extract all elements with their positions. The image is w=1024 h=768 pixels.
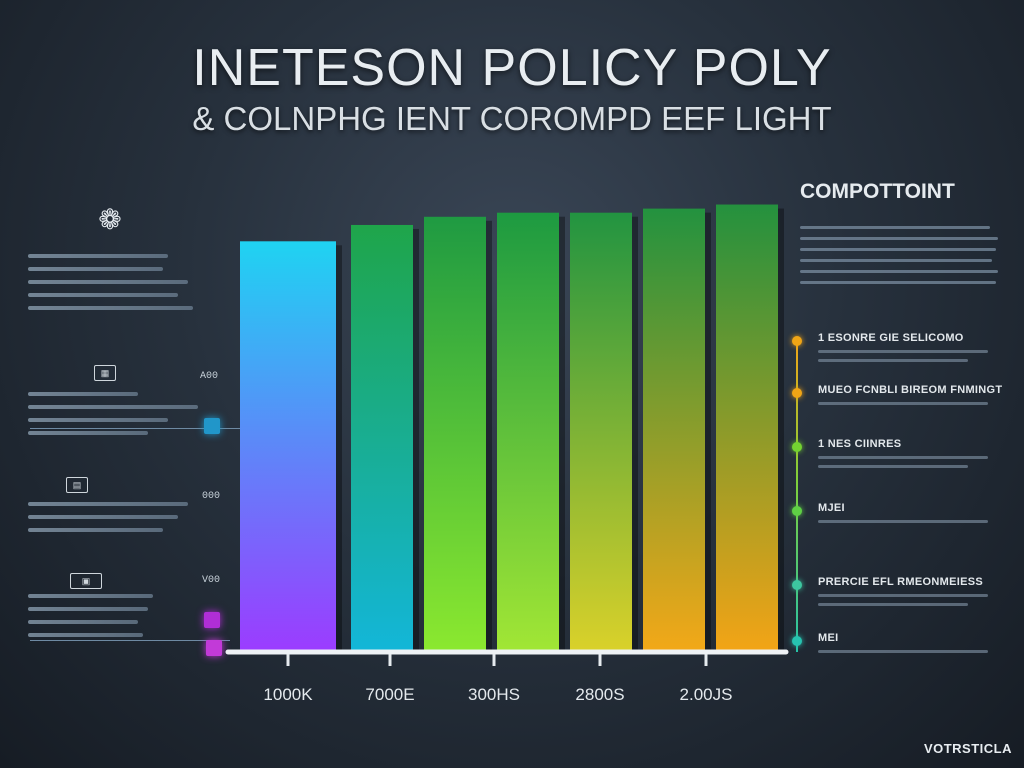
bar-side-6 — [705, 212, 711, 650]
left-text-block-3 — [22, 493, 222, 532]
timeline-item-5: PRERCIE EFL RMEONMEIESS — [818, 576, 1003, 606]
document-icon: ▤ — [66, 477, 88, 493]
connector-line-1 — [30, 428, 240, 429]
x-tick-label-5: 2.00JS — [680, 685, 733, 704]
timeline-dot-2 — [792, 388, 802, 398]
left-label-3: V00 — [202, 575, 221, 586]
timeline-dot-5 — [792, 580, 802, 590]
timeline-dot-1 — [792, 336, 802, 346]
node-square-3 — [206, 640, 222, 656]
left-text-block-4 — [22, 585, 222, 637]
connector-line-2 — [30, 640, 230, 641]
bar-2 — [351, 224, 413, 650]
timeline-item-1: 1 ESONRE GIE SELICOMO — [818, 332, 1003, 362]
chart-subtitle: & COLNPHG IENT COROMPD EEF LIGHT — [192, 100, 832, 137]
bar-3 — [424, 216, 486, 651]
timeline-item-title: PRERCIE EFL RMEONMEIESS — [818, 576, 983, 588]
timeline-item-title: MJEI — [818, 502, 845, 514]
timeline-line — [796, 340, 798, 652]
bar-4 — [497, 212, 559, 650]
right-panel-heading: COMPOTTOINT — [800, 180, 955, 203]
chart-title: INETESON POLICY POLY — [192, 39, 832, 97]
right-info-panel: COMPOTTOINT 1 ESONRE GIE SELICOMO MUEO FC… — [792, 180, 1005, 700]
left-text-block-2 — [22, 383, 222, 435]
timeline-item-4: MJEI — [818, 502, 1003, 523]
bar-5 — [570, 212, 632, 650]
node-square-1 — [204, 418, 220, 434]
bar-side-5 — [632, 216, 638, 650]
x-tick-label-4: 2800S — [575, 685, 624, 704]
leaf-icon: ❁ — [98, 204, 122, 235]
bar-6 — [643, 208, 705, 650]
bar-side-3 — [486, 220, 492, 651]
bar-1 — [240, 241, 336, 650]
timeline-dot-3 — [792, 442, 802, 452]
x-tick-label-2: 7000E — [365, 685, 414, 704]
timeline-dot-4 — [792, 506, 802, 516]
bar-side-7 — [778, 208, 784, 651]
timeline-item-title: 1 ESONRE GIE SELICOMO — [818, 332, 964, 344]
bar-side-4 — [559, 216, 565, 650]
left-label-2: 000 — [202, 491, 221, 502]
left-text-block-1 — [22, 245, 222, 310]
bar-side-1 — [336, 245, 342, 650]
right-text-block — [800, 218, 1000, 284]
timeline-item-2: MUEO FCNBLI BIREOM FNMINGT — [818, 384, 1003, 405]
left-label-1: A00 — [200, 371, 219, 382]
node-square-2 — [204, 612, 220, 628]
timeline-item-3: 1 NES CIINRES — [818, 438, 1003, 468]
bar-7 — [716, 204, 778, 651]
corner-label: VOTRSTICLA — [923, 741, 1012, 756]
bar-side-2 — [413, 228, 419, 650]
timeline-item-title: 1 NES CIINRES — [818, 438, 902, 450]
timeline-item-title: MUEO FCNBLI BIREOM FNMINGT — [818, 384, 1003, 396]
calculator-icon: ▦ — [94, 365, 116, 381]
x-tick-label-3: 300HS — [468, 685, 520, 704]
timeline-dot-6 — [792, 636, 802, 646]
left-info-panel: ▦ A00 ▤ 000 ▣ V00 — [22, 205, 232, 685]
x-tick-label-1: 1000K — [263, 685, 313, 704]
timeline-item-title: MEI — [818, 632, 839, 644]
gadget-icon: ▣ — [70, 573, 102, 589]
timeline-item-6: MEI — [818, 632, 1003, 653]
